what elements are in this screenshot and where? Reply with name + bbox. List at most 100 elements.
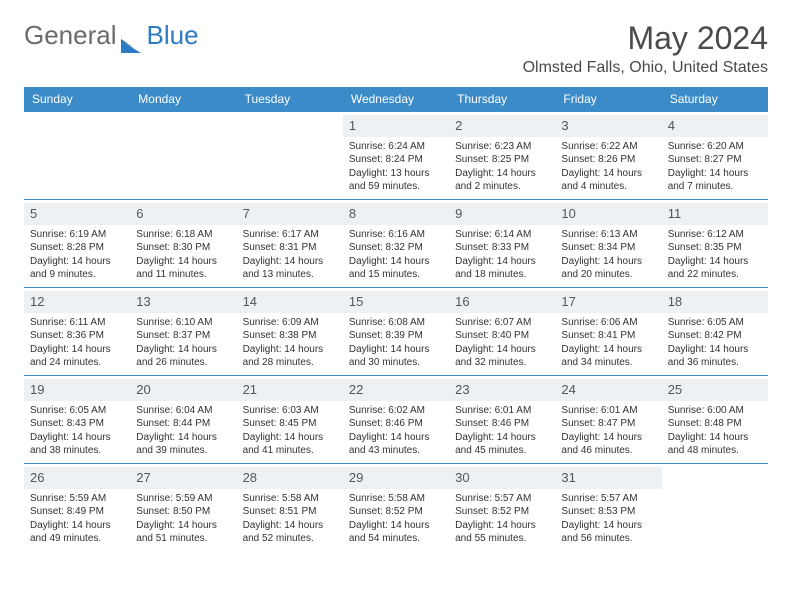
day-cell: 26Sunrise: 5:59 AMSunset: 8:49 PMDayligh… — [24, 464, 130, 550]
day-cell: 29Sunrise: 5:58 AMSunset: 8:52 PMDayligh… — [343, 464, 449, 550]
daylight: Daylight: 14 hours and 48 minutes. — [668, 431, 762, 458]
day-cell: 14Sunrise: 6:09 AMSunset: 8:38 PMDayligh… — [237, 288, 343, 374]
daylight: Daylight: 14 hours and 13 minutes. — [243, 255, 337, 282]
calendar-cell: 20 Sunrise: 6:04 AMSunset: 8:44 PMDayligh… — [130, 376, 236, 464]
sunrise: Sunrise: 6:02 AM — [349, 404, 443, 418]
day-number: 24 — [555, 379, 661, 401]
day-number: 7 — [237, 203, 343, 225]
day-cell: 3Sunrise: 6:22 AMSunset: 8:26 PMDaylight… — [555, 112, 661, 198]
day-cell: 6Sunrise: 6:18 AMSunset: 8:30 PMDaylight… — [130, 200, 236, 286]
calendar-row: 5Sunrise: 6:19 AMSunset: 8:28 PMDaylight… — [24, 200, 768, 288]
day-cell: 8Sunrise: 6:16 AMSunset: 8:32 PMDaylight… — [343, 200, 449, 286]
location: Olmsted Falls, Ohio, United States — [523, 59, 768, 77]
sunrise: Sunrise: 6:18 AM — [136, 228, 230, 242]
daylight: Daylight: 14 hours and 39 minutes. — [136, 431, 230, 458]
sunrise: Sunrise: 6:19 AM — [30, 228, 124, 242]
calendar-cell: 30Sunrise: 5:57 AMSunset: 8:52 PMDayligh… — [449, 464, 555, 552]
calendar-cell: 21Sunrise: 6:03 AMSunset: 8:45 PMDayligh… — [237, 376, 343, 464]
sunrise: Sunrise: 5:59 AM — [30, 492, 124, 506]
daylight: Daylight: 14 hours and 36 minutes. — [668, 343, 762, 370]
sunset: Sunset: 8:31 PM — [243, 241, 337, 255]
day-cell: 20 Sunrise: 6:04 AMSunset: 8:44 PMDayligh… — [130, 376, 236, 462]
day-cell: 2Sunrise: 6:23 AMSunset: 8:25 PMDaylight… — [449, 112, 555, 198]
sunset: Sunset: 8:35 PM — [668, 241, 762, 255]
sunrise: Sunrise: 6:04 AM — [136, 404, 230, 418]
month-title: May 2024 — [523, 20, 768, 57]
day-number: 16 — [449, 291, 555, 313]
calendar-row: 12Sunrise: 6:11 AMSunset: 8:36 PMDayligh… — [24, 288, 768, 376]
title-block: May 2024 Olmsted Falls, Ohio, United Sta… — [523, 20, 768, 83]
calendar-cell: 29Sunrise: 5:58 AMSunset: 8:52 PMDayligh… — [343, 464, 449, 552]
day-cell: 4Sunrise: 6:20 AMSunset: 8:27 PMDaylight… — [662, 112, 768, 198]
day-number: 3 — [555, 115, 661, 137]
sunrise: Sunrise: 6:20 AM — [668, 140, 762, 154]
daylight: Daylight: 14 hours and 51 minutes. — [136, 519, 230, 546]
sunrise: Sunrise: 6:12 AM — [668, 228, 762, 242]
calendar-cell: 27Sunrise: 5:59 AMSunset: 8:50 PMDayligh… — [130, 464, 236, 552]
day-cell: 13Sunrise: 6:10 AMSunset: 8:37 PMDayligh… — [130, 288, 236, 374]
day-cell: 23Sunrise: 6:01 AMSunset: 8:46 PMDayligh… — [449, 376, 555, 462]
sunrise: Sunrise: 6:07 AM — [455, 316, 549, 330]
sunrise: Sunrise: 6:05 AM — [30, 404, 124, 418]
day-number: 10 — [555, 203, 661, 225]
calendar-row: 19Sunrise: 6:05 AMSunset: 8:43 PMDayligh… — [24, 376, 768, 464]
calendar-cell — [130, 112, 236, 200]
calendar-body: 1Sunrise: 6:24 AMSunset: 8:24 PMDaylight… — [24, 112, 768, 552]
calendar-cell: 18Sunrise: 6:05 AMSunset: 8:42 PMDayligh… — [662, 288, 768, 376]
calendar-table: SundayMondayTuesdayWednesdayThursdayFrid… — [24, 87, 768, 552]
day-cell — [662, 464, 768, 496]
daylight: Daylight: 14 hours and 15 minutes. — [349, 255, 443, 282]
calendar-cell: 13Sunrise: 6:10 AMSunset: 8:37 PMDayligh… — [130, 288, 236, 376]
sunset: Sunset: 8:40 PM — [455, 329, 549, 343]
daylight: Daylight: 14 hours and 4 minutes. — [561, 167, 655, 194]
sunrise: Sunrise: 6:00 AM — [668, 404, 762, 418]
daylight: Daylight: 14 hours and 9 minutes. — [30, 255, 124, 282]
sunset: Sunset: 8:27 PM — [668, 153, 762, 167]
sunset: Sunset: 8:46 PM — [349, 417, 443, 431]
brand-logo: General Blue — [24, 20, 199, 51]
day-number: 29 — [343, 467, 449, 489]
sunrise: Sunrise: 6:05 AM — [668, 316, 762, 330]
sunset: Sunset: 8:52 PM — [349, 505, 443, 519]
day-number: 23 — [449, 379, 555, 401]
sunrise: Sunrise: 5:58 AM — [349, 492, 443, 506]
day-header: Thursday — [449, 87, 555, 112]
sunrise: Sunrise: 5:58 AM — [243, 492, 337, 506]
sunset: Sunset: 8:24 PM — [349, 153, 443, 167]
day-cell — [130, 112, 236, 144]
day-number: 25 — [662, 379, 768, 401]
sunrise: Sunrise: 6:16 AM — [349, 228, 443, 242]
daylight: Daylight: 14 hours and 56 minutes. — [561, 519, 655, 546]
day-number: 22 — [343, 379, 449, 401]
calendar-cell: 12Sunrise: 6:11 AMSunset: 8:36 PMDayligh… — [24, 288, 130, 376]
sunset: Sunset: 8:44 PM — [136, 417, 230, 431]
sunset: Sunset: 8:42 PM — [668, 329, 762, 343]
day-cell: 15Sunrise: 6:08 AMSunset: 8:39 PMDayligh… — [343, 288, 449, 374]
sunset: Sunset: 8:33 PM — [455, 241, 549, 255]
sunrise: Sunrise: 5:57 AM — [455, 492, 549, 506]
sunset: Sunset: 8:36 PM — [30, 329, 124, 343]
day-cell: 25Sunrise: 6:00 AMSunset: 8:48 PMDayligh… — [662, 376, 768, 462]
sunrise: Sunrise: 6:10 AM — [136, 316, 230, 330]
day-number: 9 — [449, 203, 555, 225]
sunset: Sunset: 8:41 PM — [561, 329, 655, 343]
calendar-cell — [24, 112, 130, 200]
daylight: Daylight: 14 hours and 7 minutes. — [668, 167, 762, 194]
day-number: 8 — [343, 203, 449, 225]
daylight: Daylight: 14 hours and 20 minutes. — [561, 255, 655, 282]
calendar-cell: 9Sunrise: 6:14 AMSunset: 8:33 PMDaylight… — [449, 200, 555, 288]
calendar-cell: 3Sunrise: 6:22 AMSunset: 8:26 PMDaylight… — [555, 112, 661, 200]
sunset: Sunset: 8:26 PM — [561, 153, 655, 167]
daylight: Daylight: 14 hours and 55 minutes. — [455, 519, 549, 546]
day-cell — [237, 112, 343, 144]
sunset: Sunset: 8:39 PM — [349, 329, 443, 343]
day-cell: 28Sunrise: 5:58 AMSunset: 8:51 PMDayligh… — [237, 464, 343, 550]
sunset: Sunset: 8:30 PM — [136, 241, 230, 255]
day-number: 12 — [24, 291, 130, 313]
day-number: 27 — [130, 467, 236, 489]
sunset: Sunset: 8:25 PM — [455, 153, 549, 167]
calendar-cell: 26Sunrise: 5:59 AMSunset: 8:49 PMDayligh… — [24, 464, 130, 552]
day-number: 6 — [130, 203, 236, 225]
day-number: 20 — [130, 379, 236, 401]
sunrise: Sunrise: 5:59 AM — [136, 492, 230, 506]
